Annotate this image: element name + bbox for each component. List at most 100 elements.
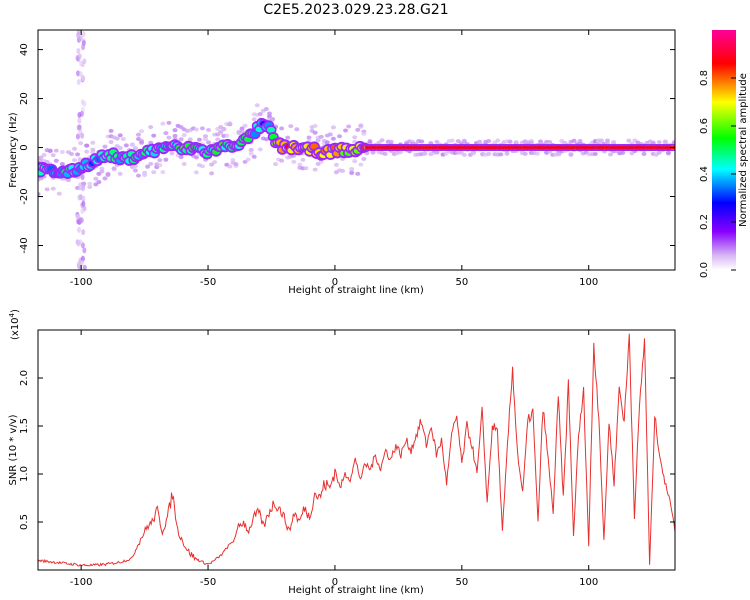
spectral-speckle bbox=[242, 123, 248, 128]
spectral-speckle bbox=[75, 152, 81, 157]
figure-title: C2E5.2023.029.23.28.G21 bbox=[263, 2, 448, 18]
colorbar-tick-label: 0.2 bbox=[699, 214, 710, 230]
snr-series-line bbox=[38, 333, 675, 567]
spectral-speckle bbox=[285, 135, 291, 140]
spectral-speckle bbox=[172, 133, 178, 138]
snr-y-axis-label: SNR (10 * v/v) bbox=[8, 414, 19, 485]
spectral-speckle bbox=[139, 129, 145, 134]
spectral-speckle bbox=[148, 161, 154, 166]
spectral-speckle bbox=[59, 161, 65, 166]
spectrogram-x-axis-label: Height of straight line (km) bbox=[288, 285, 424, 296]
spectral-speckle bbox=[486, 151, 492, 156]
spectral-speckle bbox=[571, 138, 577, 143]
spectral-speckle bbox=[352, 159, 358, 164]
x-tick-label: 50 bbox=[455, 277, 468, 288]
spectral-speckle bbox=[312, 123, 318, 128]
spectral-speckle bbox=[470, 151, 476, 156]
spectral-speckle bbox=[81, 195, 86, 202]
spectral-speckle bbox=[117, 146, 123, 151]
spectral-speckle bbox=[79, 217, 84, 224]
spectral-speckle bbox=[449, 138, 455, 143]
spectral-speckle bbox=[498, 152, 504, 157]
spectral-speckle bbox=[330, 136, 336, 141]
spectral-speckle bbox=[123, 143, 129, 148]
spectral-speckle bbox=[248, 151, 254, 156]
x-tick-label: -100 bbox=[70, 277, 93, 288]
y-tick-label: 0.5 bbox=[19, 514, 30, 530]
spectral-speckle bbox=[577, 139, 583, 144]
snr-panel: -100 -50 0 50 100 0.5 1.0 1.5 2.0 Height of str… bbox=[8, 309, 676, 596]
spectral-speckle bbox=[166, 135, 172, 140]
spectral-speckle bbox=[84, 149, 90, 154]
spectral-speckle bbox=[263, 107, 269, 112]
spectral-speckle bbox=[233, 162, 239, 167]
spectral-speckle bbox=[78, 141, 84, 146]
spectral-speckle bbox=[87, 181, 93, 186]
spectral-speckle bbox=[604, 138, 610, 143]
spectral-speckle bbox=[343, 128, 349, 133]
spectral-speckle bbox=[50, 186, 56, 191]
spectral-speckle bbox=[166, 120, 172, 125]
spectral-speckle bbox=[157, 158, 163, 163]
x-tick-label: 0 bbox=[332, 577, 338, 588]
spectral-speckle bbox=[84, 143, 90, 148]
spectral-speckle bbox=[291, 159, 297, 164]
spectral-speckle bbox=[269, 117, 275, 122]
spectral-speckle bbox=[297, 162, 303, 167]
snr-x-ticks: -100 -50 0 50 100 bbox=[70, 330, 598, 588]
x-tick-label: 0 bbox=[332, 277, 338, 288]
spectral-speckle bbox=[199, 126, 205, 131]
spectral-speckle bbox=[102, 176, 108, 181]
spectral-speckle bbox=[108, 128, 114, 133]
spectrogram-panel: -100 -50 0 50 100 -40 -20 0 20 40 Height of stra… bbox=[8, 29, 676, 296]
spectral-speckle bbox=[163, 157, 169, 162]
spectral-speckle bbox=[65, 178, 71, 183]
spectral-speckle bbox=[87, 184, 93, 189]
spectral-speckle bbox=[461, 138, 467, 143]
spectral-speckle bbox=[379, 138, 385, 143]
spectral-speckle bbox=[358, 123, 364, 128]
spectral-speckle bbox=[333, 162, 339, 167]
spectral-speckle bbox=[77, 194, 82, 201]
spectral-speckle bbox=[349, 167, 355, 172]
spectral-speckle bbox=[227, 121, 233, 126]
spectral-speckle bbox=[80, 99, 85, 106]
spectral-speckle bbox=[422, 151, 428, 156]
spectral-speckle bbox=[181, 133, 187, 138]
x-tick-label: -50 bbox=[200, 577, 216, 588]
y-tick-label: 40 bbox=[19, 43, 30, 56]
spectral-speckle bbox=[641, 151, 647, 156]
spectral-speckle bbox=[172, 128, 178, 133]
spectral-speckle bbox=[99, 169, 105, 174]
x-tick-label: 100 bbox=[579, 577, 598, 588]
spectral-speckle bbox=[90, 140, 96, 145]
spectral-speckle bbox=[77, 53, 82, 60]
colorbar-gradient bbox=[712, 30, 736, 270]
spectral-speckle bbox=[80, 132, 85, 139]
spectral-speckle bbox=[592, 152, 598, 157]
spectral-speckle bbox=[38, 155, 44, 160]
colorbar-ticks: 0.0 0.2 0.4 0.6 0.8 bbox=[699, 70, 736, 278]
spectral-speckle bbox=[82, 58, 87, 65]
spectral-speckle bbox=[303, 166, 309, 171]
spectral-speckle bbox=[202, 134, 208, 139]
spectral-speckle bbox=[80, 174, 85, 181]
spectral-speckle bbox=[169, 151, 175, 156]
spectral-speckle bbox=[355, 127, 361, 132]
spectral-speckle bbox=[611, 139, 617, 144]
spectral-speckle bbox=[160, 170, 166, 175]
spectral-speckle bbox=[79, 60, 84, 67]
spectrogram-marks bbox=[38, 30, 675, 270]
spectral-speckle bbox=[209, 162, 215, 167]
spectral-speckle bbox=[382, 151, 388, 156]
spectral-speckle bbox=[77, 112, 82, 119]
spectral-speckle bbox=[187, 137, 193, 142]
spectral-speckle bbox=[665, 151, 671, 156]
spectral-speckle bbox=[428, 141, 434, 146]
spectral-speckle bbox=[251, 117, 257, 122]
spectral-speckle bbox=[504, 151, 510, 156]
spectral-speckle bbox=[206, 127, 212, 132]
spectral-ridge-core bbox=[266, 126, 275, 133]
spectral-speckle bbox=[193, 127, 199, 132]
spectrogram-y-axis-label: Frequency (Hz) bbox=[8, 112, 19, 188]
